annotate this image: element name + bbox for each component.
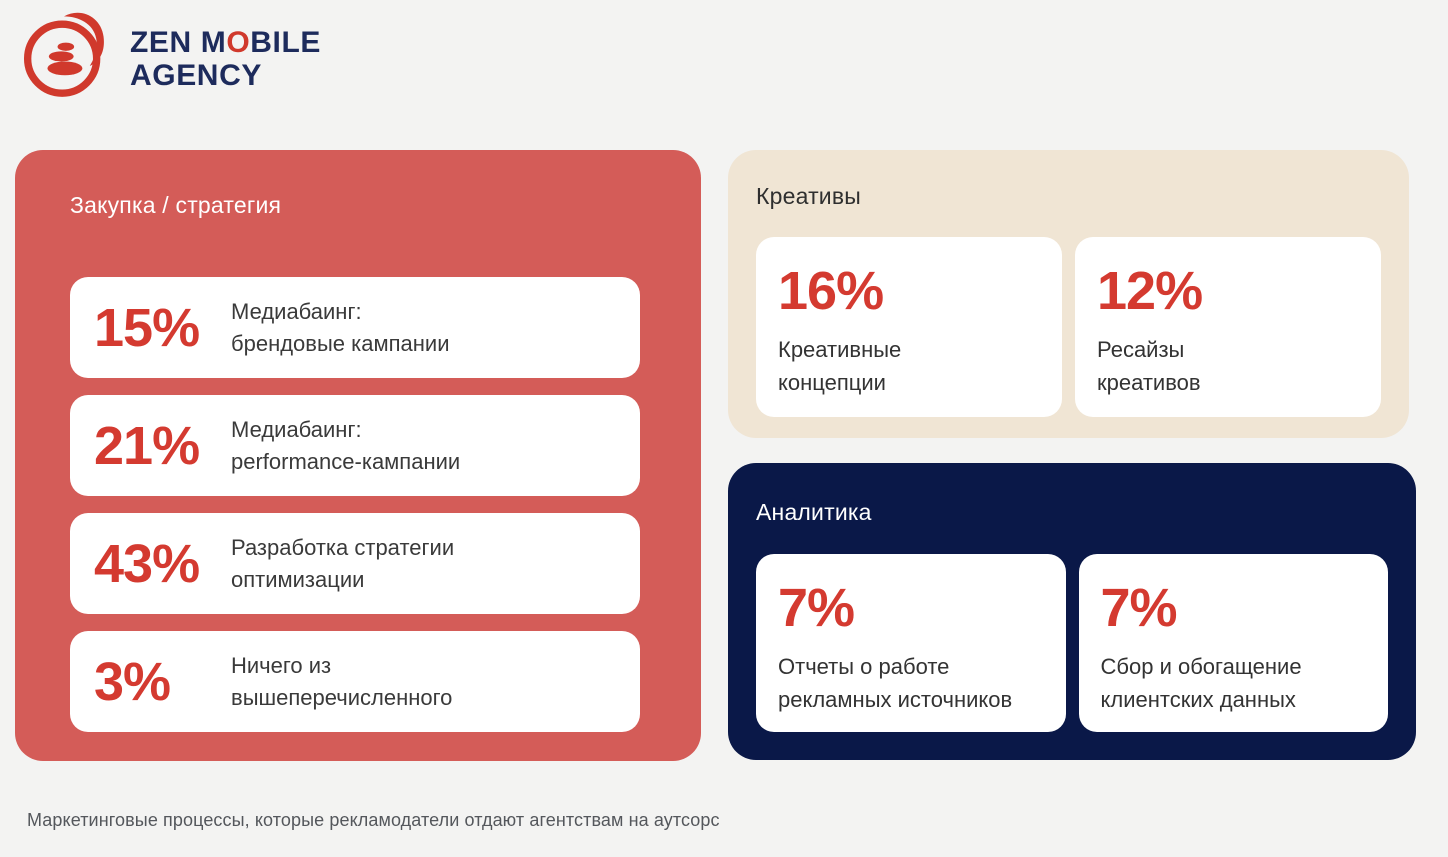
stat-value: 15% — [94, 297, 200, 358]
stat-tile-creative-resizes: 12% Ресайзы креативов — [1075, 237, 1381, 417]
stat-label: Ничего из вышеперечисленного — [231, 652, 453, 710]
brand-red-o: O — [226, 26, 251, 59]
stat-label: Креативные концепции — [778, 337, 902, 395]
stat-value: 12% — [1097, 261, 1203, 321]
stat-value: 7% — [1100, 578, 1178, 638]
brand-wordmark-line2: AGENCY — [130, 59, 262, 92]
stat-label: Медиабаинг: брендовые кампании — [231, 298, 450, 356]
stat-value: 3% — [94, 651, 171, 712]
buying-stat-rows: 15% Медиабаинг: брендовые кампании 21% М… — [70, 277, 640, 732]
stat-row-strategy-development: 43% Разработка стратегии оптимизации — [70, 513, 640, 614]
stat-tile-creative-concepts: 16% Креативные концепции — [756, 237, 1062, 417]
stat-value: 7% — [778, 578, 855, 638]
brand-wordmark: ZEN MOBILE AGENCY — [130, 26, 321, 92]
zen-logo-icon — [23, 12, 104, 97]
section-title-buying: Закупка / стратегия — [70, 192, 282, 218]
stat-label: Сбор и обогащение клиентских данных — [1100, 654, 1302, 712]
section-title-analytics: Аналитика — [756, 499, 872, 525]
section-buying-strategy: Закупка / стратегия 15% Медиабаинг: брен… — [15, 150, 701, 761]
brand-wordmark-line1: ZEN MOBILE — [130, 26, 321, 59]
brand-header: ZEN MOBILE AGENCY — [18, 8, 321, 102]
section-analytics: Аналитика 7% Отчеты о работе рекламных и… — [728, 463, 1416, 760]
stat-row-none-of-above: 3% Ничего из вышеперечисленного — [70, 631, 640, 732]
stat-tile-ad-source-reports: 7% Отчеты о работе рекламных источников — [756, 554, 1066, 732]
stat-row-mediabuying-brand: 15% Медиабаинг: брендовые кампании — [70, 277, 640, 378]
brand-text-zen-m: ZEN M — [130, 26, 227, 59]
stat-value: 16% — [778, 261, 884, 321]
stat-label: Ресайзы креативов — [1097, 337, 1201, 395]
section-creatives: Креативы 16% Креативные концепции 12% Ре… — [728, 150, 1409, 438]
stat-tile-client-data-enrichment: 7% Сбор и обогащение клиентских данных — [1078, 554, 1388, 732]
figure-caption: Маркетинговые процессы, которые рекламод… — [27, 810, 720, 830]
creatives-stat-tiles: 16% Креативные концепции 12% Ресайзы кре… — [756, 237, 1381, 417]
stat-value: 21% — [94, 415, 200, 476]
stat-label: Медиабаинг: performance-кампании — [231, 416, 461, 474]
stat-value: 43% — [94, 533, 200, 594]
section-title-creatives: Креативы — [756, 183, 861, 209]
analytics-stat-tiles: 7% Отчеты о работе рекламных источников … — [756, 554, 1388, 732]
stat-label: Отчеты о работе рекламных источников — [778, 654, 1013, 712]
stat-label: Разработка стратегии оптимизации — [231, 534, 455, 592]
stat-row-mediabuying-performance: 21% Медиабаинг: performance-кампании — [70, 395, 640, 496]
brand-text-bile: BILE — [250, 26, 322, 59]
